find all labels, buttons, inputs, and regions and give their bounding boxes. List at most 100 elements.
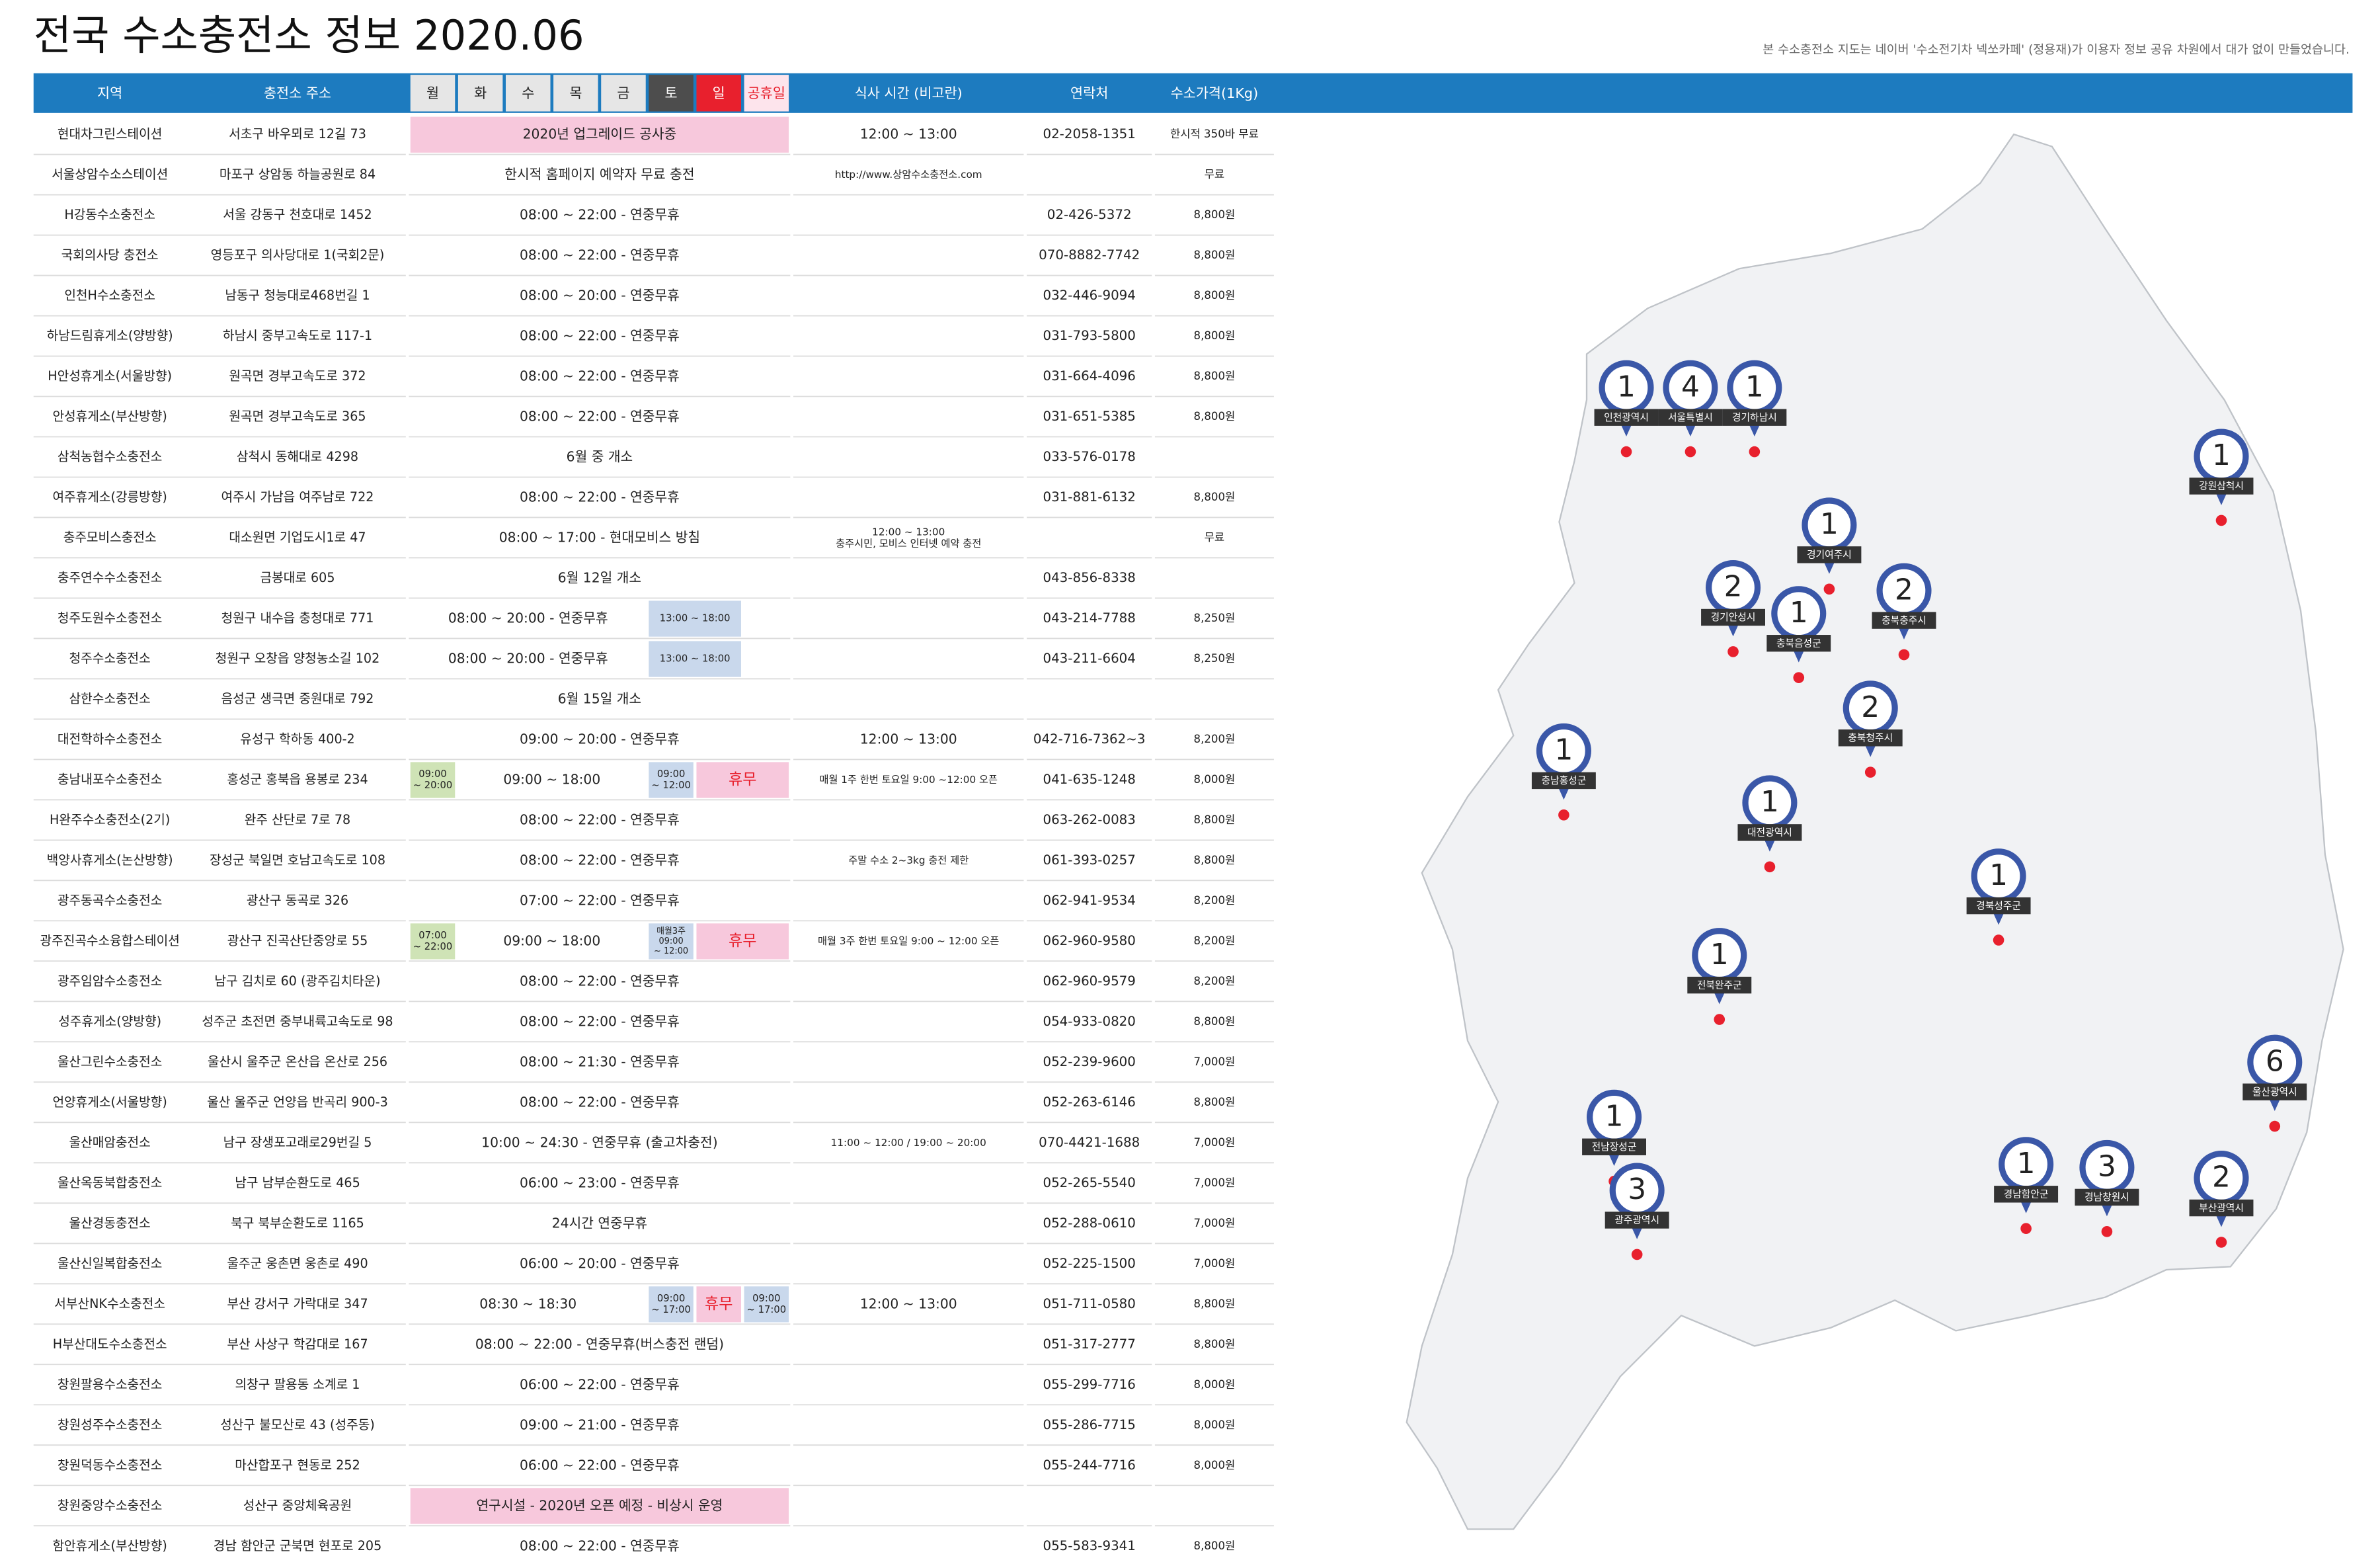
hours: 09:00 bbox=[752, 1293, 781, 1304]
hours: 09:00 bbox=[657, 768, 686, 780]
phone: 042-716-7362~3 bbox=[1033, 731, 1146, 747]
hours: 2020년 업그레이드 공사중 bbox=[523, 126, 677, 142]
station-address: 삼척시 동해대로 4298 bbox=[237, 449, 358, 464]
pin-label-box bbox=[1797, 546, 1862, 563]
station-address: 영등포구 의사당대로 1(국회2문) bbox=[211, 247, 385, 263]
price: 7,000원 bbox=[1194, 1257, 1236, 1270]
pin-label: 경기안성시 bbox=[1711, 612, 1756, 623]
station-name: 대전학하수소충전소 bbox=[58, 731, 162, 747]
price: 한시적 350바 무료 bbox=[1170, 128, 1259, 140]
meal-note: 매월 1주 한번 토요일 9:00 ~12:00 오픈 bbox=[819, 774, 998, 786]
hours: 08:00 ~ 22:00 - 연중무휴(버스충전 랜덤) bbox=[475, 1336, 724, 1352]
station-address: 장성군 북일면 호남고속도로 108 bbox=[210, 852, 385, 868]
station-address: 남구 남부순환도로 465 bbox=[235, 1175, 360, 1190]
price: 7,000원 bbox=[1194, 1176, 1236, 1189]
hours: 08:00 ~ 22:00 - 연중무휴 bbox=[520, 1013, 680, 1029]
station-address: 마산합포구 현동로 252 bbox=[235, 1458, 360, 1473]
hours-cell bbox=[649, 1286, 694, 1323]
station-address: 경남 함안군 군북면 현포로 205 bbox=[214, 1538, 382, 1553]
hours: 13:00 ~ 18:00 bbox=[660, 613, 731, 624]
phone: 052-239-9600 bbox=[1043, 1054, 1135, 1069]
price: 8,200원 bbox=[1194, 934, 1236, 947]
hours: ~ 22:00 bbox=[413, 941, 453, 952]
station-name: 여주휴게소(강릉방향) bbox=[52, 489, 167, 505]
hours: 6월 12일 개소 bbox=[558, 570, 641, 586]
hours: 08:00 ~ 20:00 - 연중무휴 bbox=[520, 288, 680, 304]
pin-dot bbox=[1764, 861, 1776, 873]
station-name: 울산그린수소충전소 bbox=[58, 1054, 162, 1069]
hours: ~ 12:00 bbox=[654, 946, 688, 956]
pin-dot bbox=[1714, 1014, 1726, 1025]
hours-cell bbox=[696, 923, 789, 960]
header-cell bbox=[506, 75, 551, 112]
pin-dot bbox=[1793, 672, 1805, 683]
hours: 08:00 ~ 22:00 - 연중무휴 bbox=[520, 812, 680, 828]
header-cell bbox=[457, 75, 503, 112]
station-name: 국회의사당 충전소 bbox=[61, 247, 159, 263]
pin-label: 충북청주시 bbox=[1848, 733, 1893, 744]
hours-cell bbox=[649, 600, 741, 637]
pin-label-box bbox=[1531, 772, 1596, 790]
station-address: 원곡면 경부고속도로 365 bbox=[229, 409, 366, 424]
station-address: 울주군 웅촌면 웅촌로 490 bbox=[227, 1256, 368, 1271]
header-cell bbox=[696, 75, 741, 112]
header-label: 공휴일 bbox=[748, 85, 785, 101]
station-name: H강동수소충전소 bbox=[64, 207, 155, 222]
pin-label-box bbox=[1994, 1186, 2059, 1203]
meal-note: 12:00 ~ 13:00 bbox=[860, 1295, 957, 1311]
pin-label-box bbox=[1605, 1212, 1669, 1229]
station-address: 금봉대로 605 bbox=[260, 570, 335, 585]
phone: 052-288-0610 bbox=[1043, 1215, 1135, 1231]
hours: 08:00 ~ 22:00 - 연중무휴 bbox=[520, 207, 680, 223]
price: 8,200원 bbox=[1194, 733, 1236, 745]
hours: 08:00 ~ 20:00 - 연중무휴 bbox=[448, 610, 608, 626]
header-cell bbox=[649, 75, 694, 112]
pin-label: 강원삼척시 bbox=[2199, 481, 2244, 492]
meal-note: 12:00 ~ 13:00 bbox=[860, 731, 957, 747]
pin-dot bbox=[1558, 809, 1569, 821]
pin-count: 1 bbox=[1820, 507, 1839, 541]
pin-dot bbox=[1620, 446, 1632, 458]
pin-label: 부산광역시 bbox=[2199, 1202, 2244, 1213]
pin-dot bbox=[2020, 1223, 2032, 1235]
price: 8,000원 bbox=[1194, 1459, 1236, 1471]
pin-dot bbox=[1685, 446, 1696, 458]
phone: 043-211-6604 bbox=[1043, 651, 1135, 666]
station-address: 유성구 학하동 400-2 bbox=[240, 731, 354, 747]
station-address: 하남시 중부고속도로 117-1 bbox=[223, 328, 372, 343]
phone: 032-446-9094 bbox=[1043, 288, 1135, 303]
hours: 08:00 ~ 17:00 - 현대모비스 방침 bbox=[499, 530, 700, 546]
station-address: 광산구 진곡산단중앙로 55 bbox=[227, 933, 368, 948]
hours: 08:00 ~ 20:00 - 연중무휴 bbox=[448, 651, 608, 667]
header-label: 수소가격(1Kg) bbox=[1171, 85, 1259, 101]
station-name: 안성휴게소(부산방향) bbox=[52, 409, 167, 424]
pin-label-box bbox=[2189, 477, 2254, 495]
hours: 09:00 ~ 18:00 bbox=[503, 772, 600, 788]
station-address: 대소원면 기업도시1로 47 bbox=[229, 530, 366, 545]
phone: 062-941-9534 bbox=[1043, 893, 1135, 908]
station-name: 울산매암충전소 bbox=[69, 1135, 151, 1150]
phone: 02-426-5372 bbox=[1047, 207, 1132, 222]
pin-dot bbox=[2269, 1120, 2281, 1132]
pin-label-box bbox=[1737, 824, 1802, 841]
hours: 09:00 ~ 18:00 bbox=[503, 932, 600, 948]
pin-label-box bbox=[1838, 729, 1903, 747]
price: 8,200원 bbox=[1194, 894, 1236, 907]
phone: 041-635-1248 bbox=[1043, 772, 1135, 787]
station-address: 북구 북부순환도로 1165 bbox=[231, 1215, 364, 1231]
hours: 08:30 ~ 18:30 bbox=[479, 1295, 576, 1311]
price: 7,000원 bbox=[1194, 1217, 1236, 1229]
station-address: 성주군 초전면 중부내륙고속도로 98 bbox=[202, 1014, 393, 1029]
phone: 070-8882-7742 bbox=[1039, 247, 1140, 263]
pin-dot bbox=[2215, 514, 2227, 526]
pin-label-box bbox=[1966, 897, 2031, 915]
station-name: 울산옥동북합충전소 bbox=[58, 1175, 162, 1190]
price: 8,800원 bbox=[1194, 1096, 1236, 1108]
pin-label-box bbox=[2242, 1083, 2307, 1100]
station-address: 울산 울주군 언양읍 반곡리 900-3 bbox=[207, 1094, 388, 1110]
hours: 08:00 ~ 22:00 - 연중무휴 bbox=[520, 852, 680, 868]
station-name: 서울상암수소스테이션 bbox=[52, 167, 168, 182]
pin-dot bbox=[1727, 646, 1739, 657]
header-label: 토 bbox=[665, 85, 678, 101]
